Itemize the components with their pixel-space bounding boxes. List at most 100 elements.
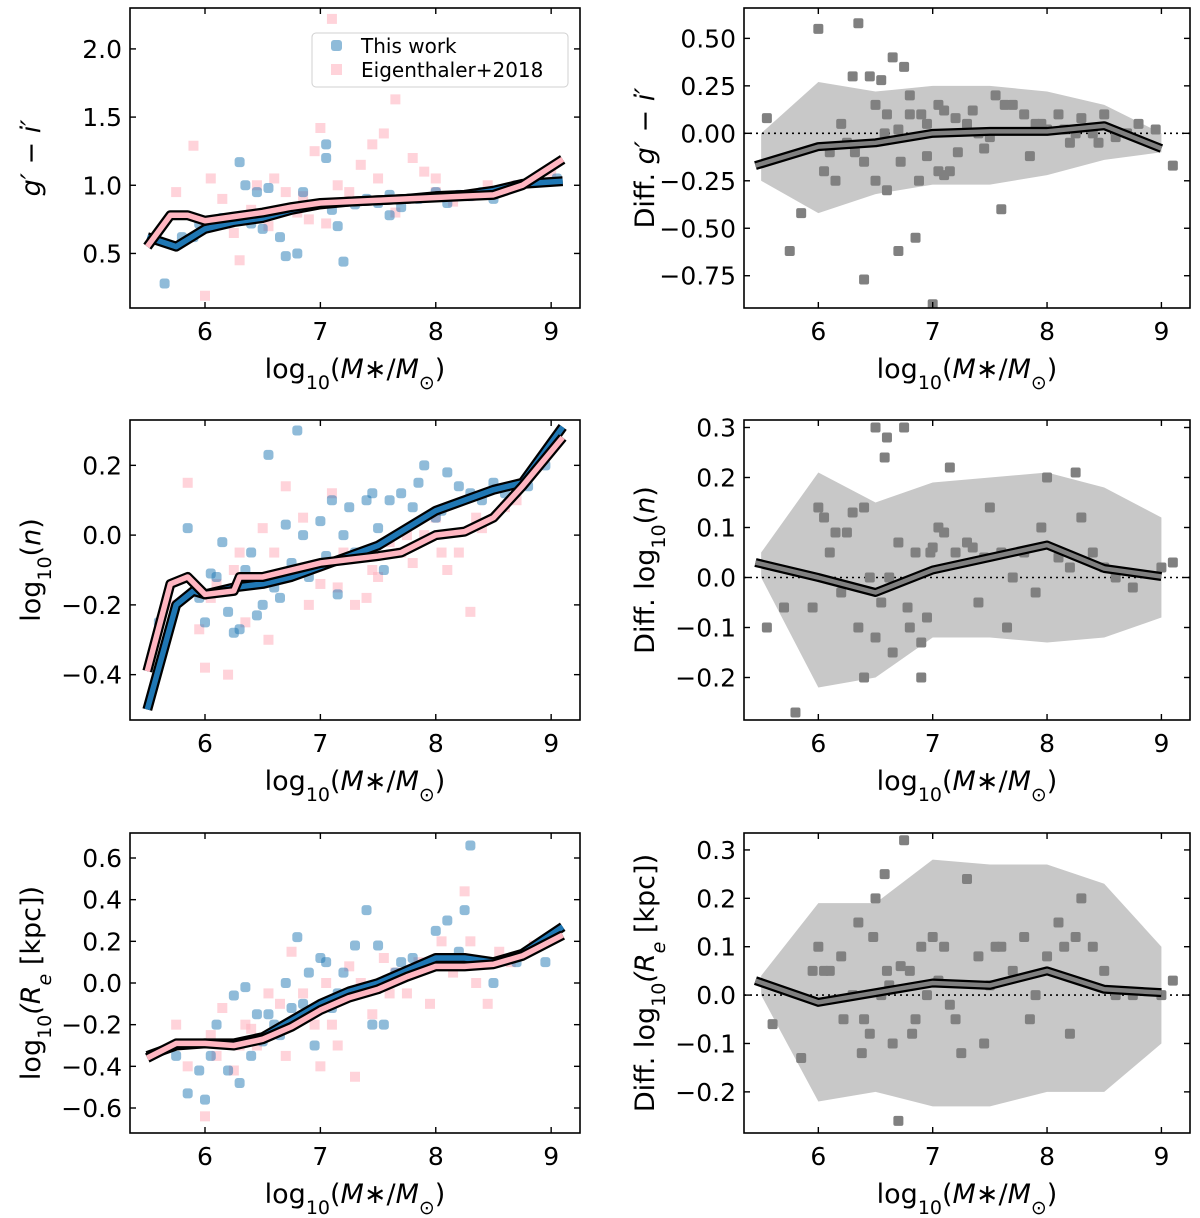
diff-point bbox=[895, 961, 906, 972]
axes-frame bbox=[743, 832, 1191, 1134]
eigenthaler-point bbox=[471, 978, 482, 988]
this-work-point bbox=[373, 523, 384, 534]
y-tick-label: 0.1 bbox=[696, 933, 736, 962]
x-axis-label: log10(M∗/M⊙) bbox=[877, 354, 1058, 394]
diff-point bbox=[950, 113, 961, 124]
eigenthaler-point bbox=[234, 547, 245, 558]
y-tick-label: 0.1 bbox=[696, 514, 736, 543]
eigenthaler-point bbox=[350, 599, 360, 610]
panel-radius-diff: 6 7 8 9 −0.2 −0.1 0.0 0.1 0.2 0.3 log10(M∗/M⊙) Diff… bbox=[630, 832, 1191, 1218]
y-tick-label: −0.4 bbox=[61, 1052, 122, 1081]
diff-point bbox=[1059, 941, 1070, 952]
diff-point bbox=[979, 1038, 990, 1049]
eigenthaler-point bbox=[401, 530, 412, 541]
this-work-point bbox=[309, 1040, 320, 1051]
eigenthaler-point bbox=[269, 547, 280, 558]
plot-area bbox=[744, 18, 1190, 308]
diff-point bbox=[784, 246, 795, 257]
diff-point bbox=[1099, 965, 1110, 976]
y-tick-label: 0.0 bbox=[82, 969, 122, 998]
eigenthaler-point bbox=[384, 988, 395, 999]
eigenthaler-point bbox=[246, 1023, 257, 1034]
diff-point bbox=[902, 602, 913, 613]
x-tick-label: 8 bbox=[428, 317, 444, 346]
eigenthaler-point bbox=[350, 1071, 360, 1082]
y-axis-label: g′ − i′ bbox=[16, 120, 47, 197]
diff-point bbox=[962, 873, 972, 884]
x-tick-label: 6 bbox=[810, 317, 826, 346]
diff-point bbox=[899, 835, 910, 846]
eigenthaler-point bbox=[171, 1019, 182, 1030]
diff-point bbox=[1133, 118, 1144, 129]
diff-point bbox=[962, 118, 972, 129]
diff-point bbox=[996, 204, 1007, 215]
diff-point bbox=[893, 1115, 904, 1126]
diff-point bbox=[973, 597, 984, 608]
this-work-point bbox=[292, 932, 303, 943]
diff-point bbox=[956, 1048, 967, 1059]
this-work-point bbox=[396, 957, 407, 968]
diff-point bbox=[864, 71, 875, 82]
panel-sersic-diff: 6 7 8 9 −0.2 −0.1 0.0 0.1 0.2 0.3 log10(M∗/M⊙) Diff… bbox=[630, 414, 1191, 806]
eigenthaler-point bbox=[309, 146, 320, 157]
diff-point bbox=[881, 109, 892, 120]
diff-point bbox=[1167, 557, 1178, 568]
diff-point bbox=[916, 941, 927, 952]
diff-point bbox=[1093, 137, 1104, 148]
legend-eigenthaler-label: Eigenthaler+2018 bbox=[361, 58, 543, 82]
diff-point bbox=[807, 965, 818, 976]
x-tick-label: 7 bbox=[312, 1142, 328, 1171]
this-work-point bbox=[280, 251, 291, 262]
diff-point bbox=[876, 597, 887, 608]
median-line bbox=[754, 123, 1163, 168]
this-work-point bbox=[488, 978, 499, 988]
plot-area bbox=[143, 13, 566, 301]
this-work-point bbox=[263, 183, 274, 193]
eigenthaler-point bbox=[471, 512, 482, 523]
eigenthaler-point bbox=[263, 988, 274, 999]
diff-point bbox=[1110, 572, 1121, 583]
x-tick-label: 7 bbox=[925, 317, 941, 346]
eigenthaler-point bbox=[332, 180, 343, 191]
this-work-point bbox=[378, 565, 389, 575]
this-work-point bbox=[251, 610, 262, 621]
diff-point bbox=[859, 274, 870, 285]
this-work-point bbox=[315, 516, 326, 527]
diff-point bbox=[887, 1038, 898, 1049]
this-work-point bbox=[384, 495, 395, 506]
this-work-point bbox=[182, 1088, 193, 1099]
diff-point bbox=[990, 90, 1001, 101]
eigenthaler-point bbox=[367, 1009, 378, 1020]
diff-point bbox=[916, 637, 927, 648]
y-tick-label: 0.3 bbox=[696, 414, 736, 443]
diff-point bbox=[853, 622, 864, 633]
this-work-point bbox=[217, 537, 228, 548]
this-work-point bbox=[275, 232, 285, 243]
diff-point bbox=[916, 672, 927, 683]
this-work-point bbox=[211, 1019, 222, 1030]
y-tick-label: 0.4 bbox=[82, 886, 122, 915]
diff-point bbox=[952, 147, 963, 158]
y-tick-label: −0.1 bbox=[675, 1029, 736, 1058]
eigenthaler-point bbox=[200, 662, 210, 673]
diff-point bbox=[824, 547, 835, 558]
eigenthaler-point bbox=[321, 218, 332, 229]
diff-point bbox=[1019, 932, 1030, 943]
this-work-point bbox=[303, 967, 314, 978]
diff-point bbox=[939, 105, 950, 116]
x-tick-label: 9 bbox=[1153, 1142, 1169, 1171]
diff-point bbox=[939, 170, 950, 181]
diff-point bbox=[1064, 137, 1075, 148]
diff-point bbox=[925, 547, 936, 558]
diff-point bbox=[859, 502, 870, 513]
this-work-point bbox=[396, 202, 407, 213]
this-work-point bbox=[275, 592, 285, 603]
x-tick-label: 6 bbox=[197, 1142, 213, 1171]
diff-point bbox=[1036, 118, 1047, 129]
diff-point bbox=[767, 1019, 778, 1030]
eigenthaler-point bbox=[303, 214, 314, 225]
diff-point bbox=[893, 537, 904, 548]
x-tick-label: 8 bbox=[1039, 1142, 1055, 1171]
eigenthaler-point bbox=[453, 547, 464, 558]
diff-point bbox=[1030, 587, 1041, 598]
